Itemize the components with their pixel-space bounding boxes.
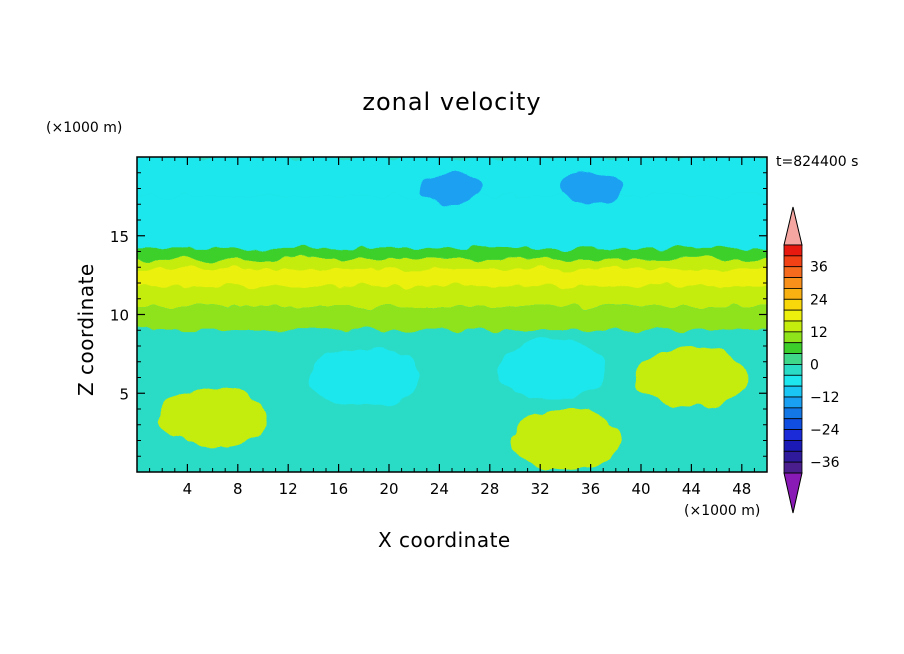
x-tick-label: 20 xyxy=(379,480,398,498)
colorbar-level xyxy=(783,418,803,430)
x-tick-label: 4 xyxy=(183,480,193,498)
colorbar-tick-label: 12 xyxy=(810,325,828,341)
field-band xyxy=(137,196,767,252)
x-axis-unit: (×1000 m) xyxy=(684,503,761,519)
colorbar: 36 24 12 0 −12 −24 −36 xyxy=(783,206,840,514)
chart-title: zonal velocity xyxy=(362,88,542,116)
colorbar-level xyxy=(783,244,803,257)
field-feature xyxy=(157,386,268,447)
colorbar-tick-label: 0 xyxy=(810,357,819,373)
field-feature xyxy=(510,410,621,471)
z-axis-unit: (×1000 m) xyxy=(46,120,123,136)
colorbar-level xyxy=(783,461,803,474)
colorbar-level xyxy=(783,320,803,333)
colorbar-tick-label: 36 xyxy=(810,260,828,276)
colorbar-under-arrow xyxy=(783,472,803,514)
colorbar-level xyxy=(783,374,803,387)
x-tick-label: 24 xyxy=(430,480,449,498)
colorbar-tick-label: −36 xyxy=(810,455,840,471)
colorbar-level xyxy=(783,331,803,344)
colorbar-level xyxy=(783,266,803,278)
y-axis-label: Z coordinate xyxy=(74,263,98,396)
colorbar-tick-label: −12 xyxy=(810,390,840,406)
x-tick-label: 8 xyxy=(233,480,243,498)
colorbar-level xyxy=(783,298,803,311)
colorbar-level xyxy=(783,450,803,463)
x-tick-label: 32 xyxy=(531,480,550,498)
x-axis: 4 8 12 16 20 24 28 32 36 40 44 48 xyxy=(149,157,755,498)
colorbar-level xyxy=(783,429,803,441)
colorbar-tick-label: 24 xyxy=(810,292,828,308)
y-axis: 5 10 15 xyxy=(110,172,767,457)
x-tick-label: 40 xyxy=(631,480,650,498)
colorbar-over-arrow xyxy=(783,206,803,246)
x-tick-label: 44 xyxy=(682,480,701,498)
colorbar-level xyxy=(783,440,803,452)
field-feature xyxy=(419,173,485,204)
colorbar-level xyxy=(783,364,803,376)
time-label: t=824400 s xyxy=(776,154,859,170)
colorbar-level xyxy=(783,407,803,420)
contour-field xyxy=(137,157,767,472)
field-feature xyxy=(557,173,624,204)
x-tick-label: 36 xyxy=(581,480,600,498)
field-band xyxy=(137,268,767,287)
colorbar-level xyxy=(783,396,803,409)
x-axis-label: X coordinate xyxy=(378,528,511,552)
x-tick-label: 28 xyxy=(480,480,499,498)
colorbar-level xyxy=(783,288,803,300)
colorbar-level xyxy=(783,385,803,398)
y-tick-label: 5 xyxy=(119,385,129,403)
colorbar-tick-label: −24 xyxy=(810,423,840,439)
x-tick-label: 48 xyxy=(732,480,751,498)
field-feature xyxy=(308,347,419,408)
field-band xyxy=(137,306,767,331)
x-tick-label: 16 xyxy=(329,480,348,498)
colorbar-level xyxy=(783,353,803,365)
y-tick-label: 15 xyxy=(110,228,129,246)
colorbar-level xyxy=(783,255,803,268)
field-feature xyxy=(636,347,747,408)
colorbar-level xyxy=(783,342,803,354)
field-band xyxy=(137,248,767,260)
y-tick-label: 10 xyxy=(110,307,129,325)
colorbar-level xyxy=(783,277,803,289)
colorbar-level xyxy=(783,309,803,322)
x-tick-label: 12 xyxy=(279,480,298,498)
field-feature xyxy=(497,339,608,400)
